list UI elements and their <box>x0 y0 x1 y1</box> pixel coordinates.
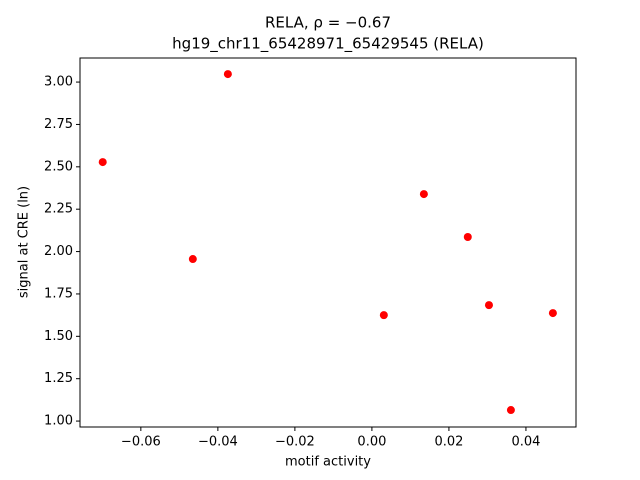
x-tick-label: 0.00 <box>357 435 386 450</box>
y-tick-label: 3.00 <box>44 75 73 90</box>
y-tick-label: 2.00 <box>44 244 73 259</box>
y-tick-label: 2.75 <box>44 117 73 132</box>
y-tick-label: 1.75 <box>44 286 73 301</box>
point <box>223 70 232 79</box>
x-axis-label: motif activity <box>285 455 371 470</box>
point <box>484 301 493 310</box>
y-tick-label: 1.25 <box>44 371 73 386</box>
point <box>379 311 388 320</box>
plot-frame <box>79 57 577 428</box>
point <box>548 309 557 318</box>
x-tick-label: −0.02 <box>275 435 315 450</box>
point <box>98 158 107 167</box>
chart-title: RELA, ρ = −0.67 <box>265 14 391 32</box>
y-axis-label: signal at CRE (ln) <box>17 186 32 298</box>
x-tick-label: 0.02 <box>434 435 463 450</box>
y-tick-label: 1.50 <box>44 329 73 344</box>
y-tick-label: 1.00 <box>44 414 73 429</box>
y-tick-label: 2.50 <box>44 159 73 174</box>
x-tick-label: −0.06 <box>121 435 161 450</box>
y-tick-label: 2.25 <box>44 202 73 217</box>
point <box>506 406 515 415</box>
chart-subtitle: hg19_chr11_65428971_65429545 (RELA) <box>172 35 484 54</box>
x-tick-label: −0.04 <box>198 435 238 450</box>
point <box>463 232 472 241</box>
x-tick-label: 0.04 <box>511 435 540 450</box>
point <box>188 255 197 264</box>
point <box>419 190 428 199</box>
